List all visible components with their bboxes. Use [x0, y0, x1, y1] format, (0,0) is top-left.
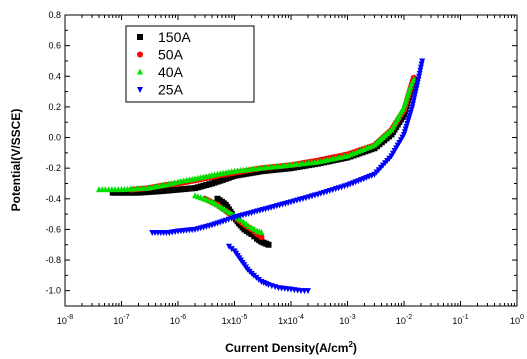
y-tick-label: 0.6	[48, 41, 61, 51]
data-point	[250, 272, 257, 279]
data-point	[253, 274, 260, 281]
data-point	[413, 86, 420, 93]
y-tick-label: -0.8	[45, 255, 61, 265]
data-point	[416, 70, 423, 77]
series-40A	[96, 75, 417, 235]
legend-marker-25A	[137, 87, 143, 93]
data-point	[415, 76, 422, 83]
x-tick-label: 10-1	[452, 314, 468, 326]
data-point	[258, 228, 265, 235]
data-point	[409, 101, 416, 108]
x-tick-label: 10-2	[396, 314, 412, 326]
data-point	[255, 276, 262, 283]
data-point	[305, 288, 312, 295]
y-tick-label: -1.0	[45, 286, 61, 296]
legend-box	[125, 25, 255, 103]
data-point	[226, 243, 233, 250]
y-tick-label: -0.4	[45, 194, 61, 204]
data-point	[418, 61, 425, 68]
series-25A	[149, 58, 426, 295]
y-tick-label: 0.0	[48, 133, 61, 143]
x-axis-title: Current Density(A/cm2)	[225, 340, 357, 355]
x-tick-label: 10-8	[57, 314, 73, 326]
x-tick-label: 10-7	[113, 314, 129, 326]
x-tick-label: 1x10-5	[222, 314, 248, 326]
y-tick-label: 0.4	[48, 71, 61, 81]
y-tick-label: -0.2	[45, 163, 61, 173]
y-tick-label: 0.2	[48, 102, 61, 112]
legend-marker-150A	[137, 34, 143, 40]
legend-label-50A: 50A	[158, 47, 184, 63]
data-point	[411, 95, 418, 102]
legend-marker-50A	[137, 51, 143, 58]
data-point	[265, 241, 272, 248]
axes: -1.0 -0.8 -0.6 -0.4 -0.2 0.0 0.2 0.4 0.6 0.8 10-8 1…	[45, 10, 524, 326]
data-point	[409, 104, 416, 111]
data-point	[419, 58, 426, 65]
data-point	[258, 234, 265, 241]
data-point	[412, 89, 419, 96]
y-tick-label: 0.8	[48, 10, 61, 20]
x-tick-label: 100	[510, 314, 524, 326]
data-point	[414, 79, 421, 86]
legend-label-25A: 25A	[158, 82, 184, 98]
data-point	[417, 67, 424, 74]
legend-label-150A: 150A	[158, 29, 191, 45]
y-tick-label: -0.6	[45, 224, 61, 234]
x-tick-label: 10-3	[339, 314, 355, 326]
data-point	[414, 82, 421, 89]
data-point	[228, 246, 235, 253]
data-point	[416, 73, 423, 80]
data-marks	[96, 58, 426, 295]
legend-label-40A: 40A	[158, 64, 184, 80]
data-point	[411, 92, 418, 99]
legend-marker-40A	[137, 68, 143, 75]
y-axis-title: Potential(V/SSCE)	[9, 109, 23, 212]
data-point	[410, 98, 417, 105]
x-tick-label: 1x10-4	[278, 314, 304, 326]
data-point	[417, 64, 424, 71]
x-tick-label: 10-6	[170, 314, 186, 326]
